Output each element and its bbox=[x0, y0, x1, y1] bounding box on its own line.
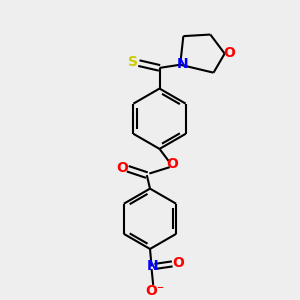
Text: O: O bbox=[172, 256, 184, 270]
Text: O⁻: O⁻ bbox=[145, 284, 164, 298]
Text: O: O bbox=[223, 46, 235, 60]
Text: O: O bbox=[166, 157, 178, 171]
Text: N: N bbox=[177, 57, 188, 71]
Text: N: N bbox=[147, 259, 159, 273]
Text: S: S bbox=[128, 55, 138, 68]
Text: O: O bbox=[117, 161, 129, 175]
